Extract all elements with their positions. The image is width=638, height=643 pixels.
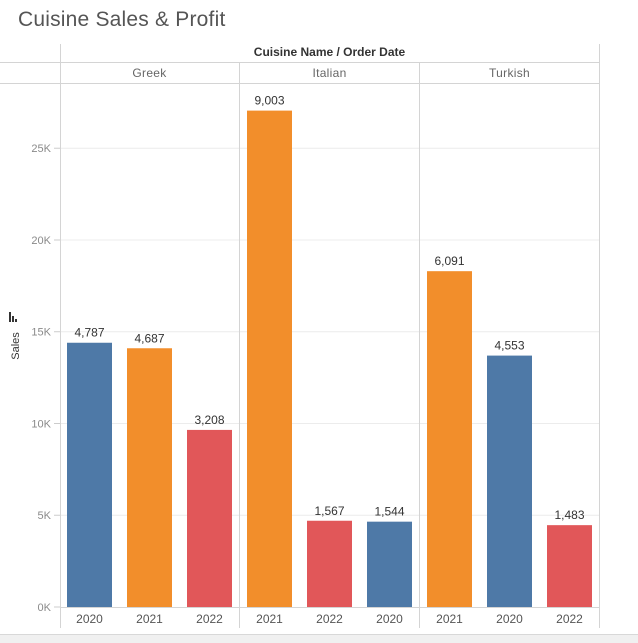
y-tick-label: 25K [31,143,51,155]
bar [67,342,112,607]
x-tick-label: 2020 [496,612,523,626]
bar [367,521,412,607]
y-tick-label: 20K [31,235,51,247]
data-label: 1,544 [374,505,404,519]
x-tick-label: 2021 [256,612,283,626]
data-label: 4,787 [74,326,104,340]
pane-label-turkish: Turkish [489,66,530,80]
y-tick-label: 15K [31,327,51,339]
data-label: 1,483 [554,508,584,522]
x-tick-label: 2021 [436,612,463,626]
data-label: 6,091 [434,254,464,268]
bar [187,429,232,607]
data-label: 9,003 [254,94,284,108]
y-tick-label: 10K [31,418,51,430]
pane-label-greek: Greek [132,66,167,80]
bar [487,355,532,607]
data-label: 1,567 [314,504,344,518]
chart-title: Cuisine Sales & Profit [18,8,226,31]
pane-label-italian: Italian [312,66,347,80]
x-tick-label: 2022 [556,612,583,626]
data-label: 4,553 [494,339,524,353]
bar [427,271,472,607]
x-tick-label: 2022 [196,612,223,626]
bar [247,110,292,608]
data-label: 3,208 [194,413,224,427]
y-tick-label: 5K [38,510,52,522]
sort-icon[interactable] [8,311,20,323]
x-tick-label: 2020 [376,612,403,626]
y-tick-label: 0K [38,602,52,614]
bar [307,520,352,607]
x-tick-label: 2022 [316,612,343,626]
data-label: 4,687 [134,331,164,345]
bar [127,348,172,607]
x-tick-label: 2020 [76,612,103,626]
bar [547,525,592,607]
column-header: Cuisine Name / Order Date [253,45,406,59]
bottom-scrollbar[interactable] [0,634,638,643]
x-tick-label: 2021 [136,612,163,626]
